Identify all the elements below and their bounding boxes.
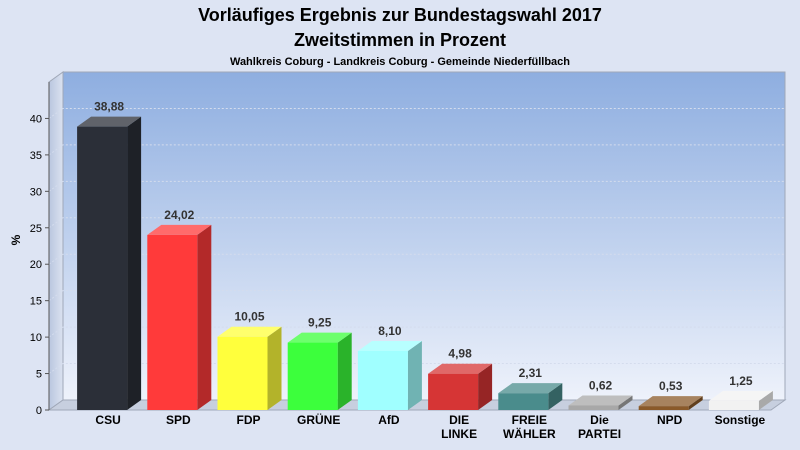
gridline xyxy=(48,326,785,338)
bar-top xyxy=(428,363,493,374)
category-label: GRÜNE xyxy=(297,412,340,427)
gridline xyxy=(48,253,785,265)
value-label: 0,53 xyxy=(659,379,683,393)
bar-side xyxy=(127,116,142,410)
gridline xyxy=(48,180,785,192)
bar-top xyxy=(217,326,282,337)
bar xyxy=(287,332,352,410)
y-tick-label: 40 xyxy=(30,113,42,125)
bar-side xyxy=(548,383,563,410)
bar-top xyxy=(568,395,633,406)
category-label: Die PARTEI xyxy=(578,413,621,441)
y-tick-label: 0 xyxy=(36,405,42,417)
bar-front xyxy=(357,350,408,410)
bar-front xyxy=(77,126,128,410)
bar-top xyxy=(638,396,703,407)
value-label: 24,02 xyxy=(164,208,194,222)
plot-side-wall xyxy=(48,71,64,411)
chart-caption: Wahlkreis Coburg - Landkreis Coburg - Ge… xyxy=(230,56,570,68)
bar xyxy=(357,340,422,410)
bar-front xyxy=(638,406,689,410)
bar-top xyxy=(357,340,422,351)
bar-side xyxy=(478,363,493,410)
bar-front xyxy=(287,342,338,410)
category-labels: CSU SPD FDP GRÜNE AfD DIE LINKE FREIE WÄHLER Die P… xyxy=(95,412,765,441)
y-axis-label: % xyxy=(9,234,23,245)
value-label: 4,98 xyxy=(448,347,472,361)
bar-front xyxy=(428,373,479,410)
category-label: AfD xyxy=(378,413,400,427)
category-label: NPD xyxy=(657,413,683,427)
bar xyxy=(77,116,142,410)
value-label: 1,25 xyxy=(729,374,753,388)
bars: 38,88 24,02 10,05 9,25 8,10 4,98 2,31 0,62 0,53 1… xyxy=(77,100,773,410)
y-tick-label: 35 xyxy=(30,150,42,162)
category-label: CSU xyxy=(95,413,120,427)
bar-side xyxy=(197,224,212,410)
bar xyxy=(217,326,282,410)
bar-side xyxy=(337,332,352,410)
bar xyxy=(568,395,633,410)
category-label: FDP xyxy=(237,413,261,427)
y-tick-label: 15 xyxy=(30,296,42,308)
value-label: 0,62 xyxy=(589,378,613,392)
chart-title: Vorläufiges Ergebnis zur Bundestagswahl … xyxy=(198,5,602,25)
category-label: Sonstige xyxy=(715,413,766,427)
bar-side xyxy=(758,390,773,410)
bar-front xyxy=(147,234,198,410)
bar-front xyxy=(217,336,268,410)
y-tick-label: 30 xyxy=(30,186,42,198)
bar-top xyxy=(708,390,773,401)
bar-top xyxy=(287,332,352,343)
gridline xyxy=(48,363,785,374)
bar xyxy=(147,224,212,410)
bar-top xyxy=(498,383,563,394)
chart-subtitle: Zweitstimmen in Prozent xyxy=(294,30,506,50)
category-label: FREIE WÄHLER xyxy=(503,413,556,441)
bar-top xyxy=(147,224,212,235)
y-tick-label: 5 xyxy=(36,369,42,381)
gridline xyxy=(48,107,785,119)
value-label: 38,88 xyxy=(94,100,124,114)
category-label: SPD xyxy=(166,413,191,427)
bar xyxy=(708,390,773,410)
gridline xyxy=(48,217,785,229)
gridline xyxy=(48,144,785,156)
bar-side xyxy=(267,326,282,410)
value-label: 2,31 xyxy=(519,366,543,380)
bar xyxy=(498,383,563,410)
bar-side xyxy=(688,396,703,410)
bar-front xyxy=(708,400,759,410)
y-tick-label: 25 xyxy=(30,223,42,235)
bar-top xyxy=(77,116,142,127)
bar xyxy=(428,363,493,410)
bar xyxy=(638,396,703,410)
y-tick-label: 20 xyxy=(30,259,42,271)
value-label: 9,25 xyxy=(308,316,332,330)
y-tick-label: 10 xyxy=(30,332,42,344)
category-label: DIE LINKE xyxy=(441,413,477,441)
bar-side xyxy=(618,395,633,410)
y-axis-ticks: 0 5 10 15 20 25 30 35 40 xyxy=(30,113,49,417)
bar-front xyxy=(568,405,619,410)
gridline xyxy=(48,290,785,302)
bar-side xyxy=(407,340,422,410)
value-label: 10,05 xyxy=(234,310,264,324)
bar-front xyxy=(498,393,549,410)
value-label: 8,10 xyxy=(378,324,402,338)
gridlines xyxy=(48,107,785,374)
